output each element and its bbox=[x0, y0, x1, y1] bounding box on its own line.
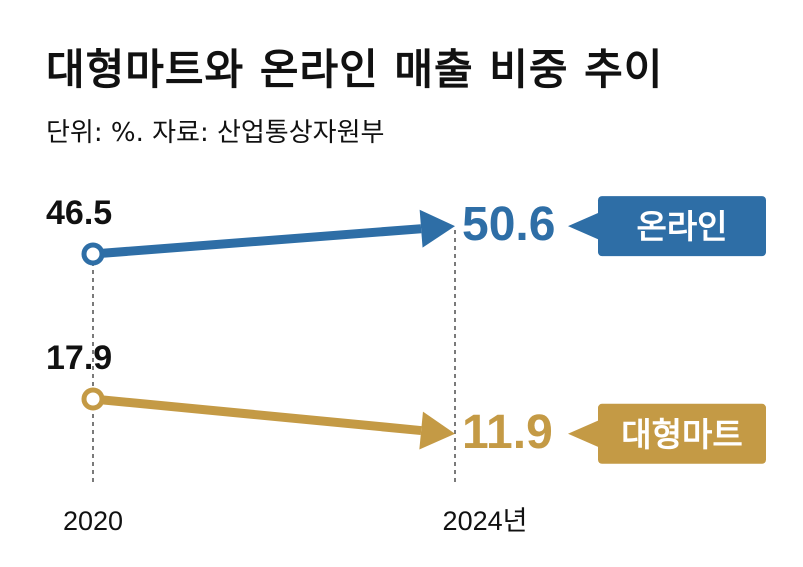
legend-label-1: 대형마트 bbox=[621, 415, 742, 454]
data-label-1-1: 11.9 bbox=[462, 406, 553, 459]
series-line-0 bbox=[92, 224, 422, 259]
legend-tag-1 bbox=[598, 403, 766, 464]
legend-tag-pointer-0 bbox=[568, 212, 600, 241]
series-arrowhead-0 bbox=[419, 209, 455, 248]
legend-label-0: 온라인 bbox=[636, 207, 727, 246]
data-point-0-0 bbox=[81, 242, 105, 266]
x-tick-label-0: 2020 bbox=[63, 506, 123, 536]
series-line-1 bbox=[92, 394, 422, 436]
chart-title: 대형마트와 온라인 매출 비중 추이 bbox=[46, 45, 664, 94]
chart-subtitle: 단위: %. 자료: 산업통상자원부 bbox=[46, 118, 385, 148]
data-point-1-0 bbox=[81, 387, 105, 411]
legend-tag-0 bbox=[598, 196, 766, 257]
data-label-0-0: 46.5 bbox=[46, 194, 112, 232]
x-tick-label-1: 2024년 bbox=[443, 506, 528, 536]
data-label-0-1: 50.6 bbox=[462, 198, 555, 251]
series-arrowhead-1 bbox=[419, 411, 455, 450]
legend-tag-pointer-1 bbox=[568, 419, 600, 448]
data-label-1-0: 17.9 bbox=[46, 339, 112, 377]
